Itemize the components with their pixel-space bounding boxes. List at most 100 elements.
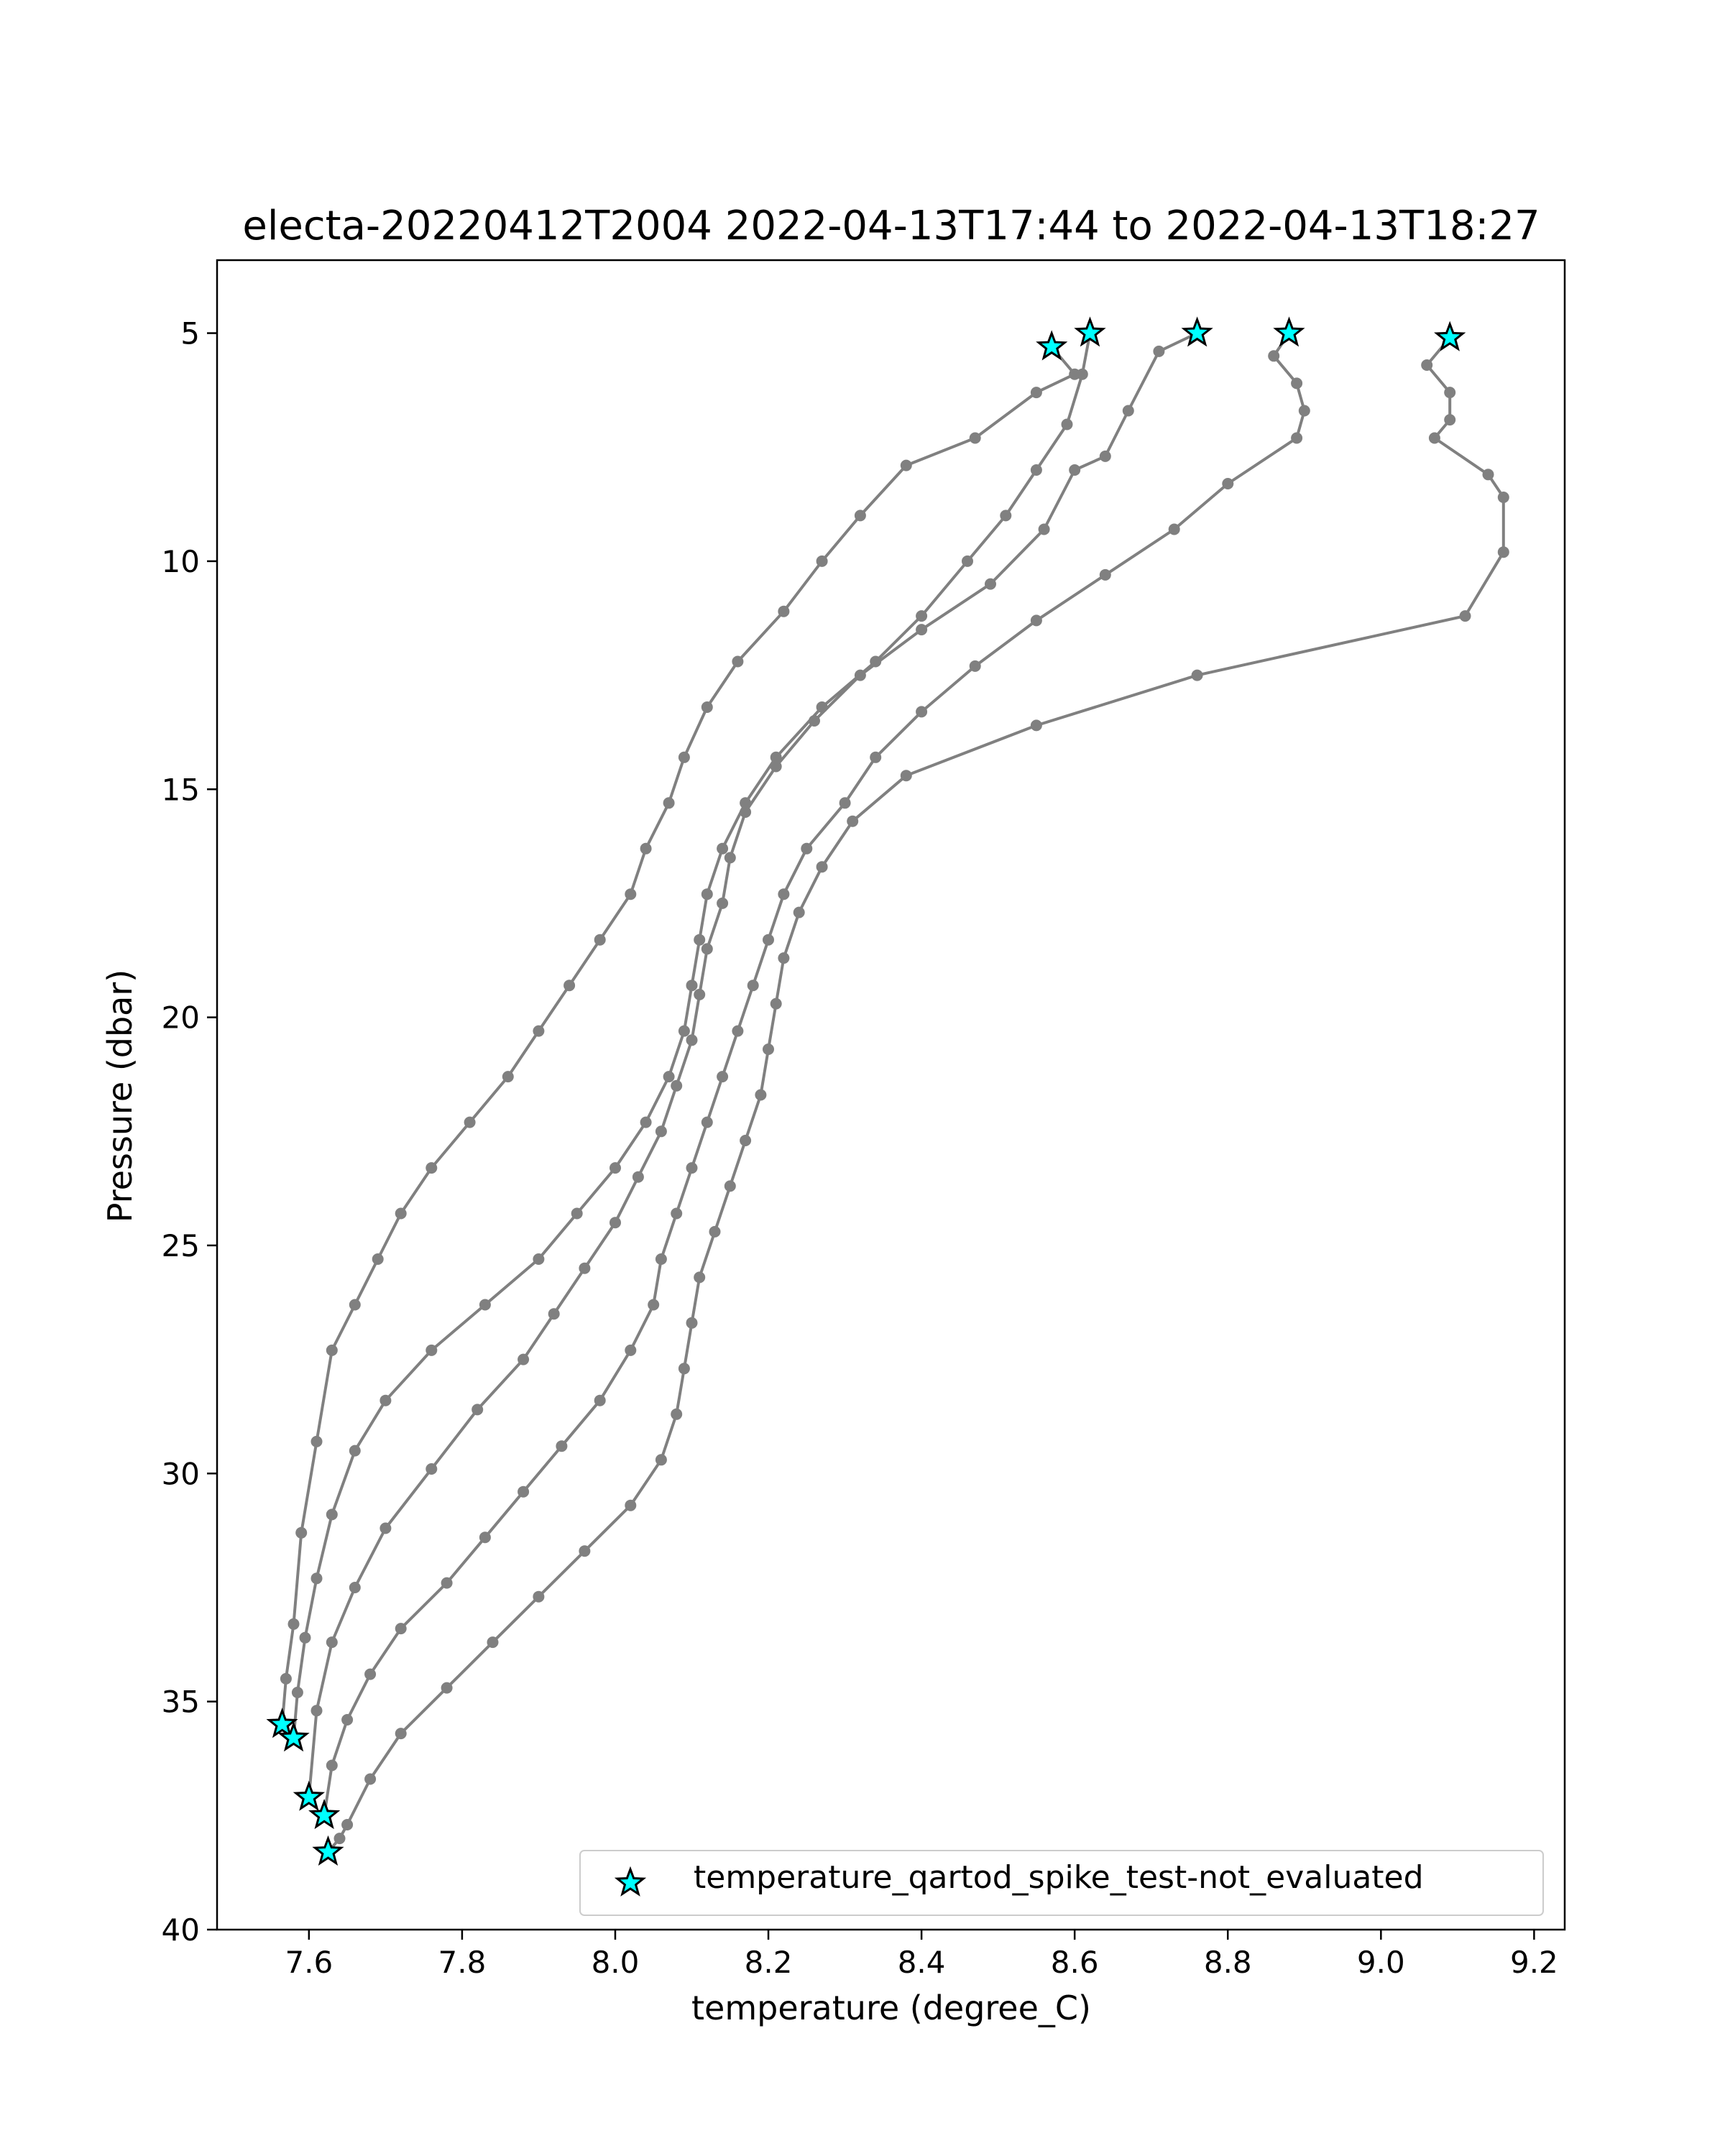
flagged-star-marker: [293, 1780, 325, 1811]
data-point: [625, 1344, 637, 1356]
data-point: [518, 1353, 530, 1365]
data-point: [1061, 418, 1073, 430]
data-point: [380, 1522, 392, 1534]
flagged-star-marker: [312, 1835, 344, 1866]
data-point: [1000, 510, 1012, 522]
legend-frame: [579, 1850, 1544, 1916]
data-point: [816, 861, 828, 873]
data-point: [686, 1317, 698, 1329]
data-point: [464, 1116, 476, 1128]
data-point: [1122, 405, 1134, 417]
data-point: [755, 1089, 767, 1101]
data-point: [1444, 414, 1456, 426]
data-point: [372, 1253, 384, 1265]
data-point: [655, 1253, 667, 1265]
data-point: [426, 1162, 438, 1174]
data-point: [1069, 464, 1081, 476]
data-point: [1099, 568, 1111, 581]
data-point: [747, 980, 759, 992]
data-point: [295, 1526, 308, 1539]
data-point: [610, 1217, 621, 1229]
data-point: [1291, 432, 1303, 444]
data-point: [732, 655, 744, 668]
data-point: [1459, 610, 1471, 622]
data-point: [441, 1577, 453, 1589]
data-point: [326, 1759, 338, 1772]
data-point: [502, 1071, 514, 1083]
data-point: [701, 1116, 713, 1128]
data-point: [686, 1162, 698, 1174]
data-point: [969, 432, 981, 444]
data-point: [571, 1207, 583, 1220]
data-point: [299, 1631, 311, 1644]
data-point: [854, 510, 866, 522]
data-point: [640, 1116, 652, 1128]
data-point: [724, 852, 736, 864]
y-axis-label: Pressure (dbar): [101, 969, 139, 1222]
data-point: [778, 888, 790, 900]
data-point: [341, 1819, 354, 1830]
flagged-star-marker: [266, 1708, 298, 1738]
data-point: [326, 1508, 338, 1521]
plot-area: [266, 316, 1509, 1866]
data-point: [349, 1299, 361, 1311]
y-tick-label: 20: [162, 1000, 200, 1036]
data-point: [1153, 345, 1165, 357]
data-point: [1497, 492, 1509, 503]
x-tick-label: 8.2: [745, 1945, 793, 1980]
data-point: [1076, 368, 1088, 380]
data-point: [579, 1545, 591, 1557]
y-tick-label: 5: [180, 316, 200, 351]
data-point: [364, 1668, 377, 1680]
flagged-star-marker: [308, 1799, 341, 1830]
legend-star-icon: [614, 1866, 647, 1897]
legend-label: temperature_qartod_spike_test-not_evalua…: [694, 1859, 1424, 1896]
data-point: [694, 988, 706, 1000]
data-point: [671, 1207, 683, 1220]
flagged-star-marker: [1036, 330, 1068, 361]
x-tick-label: 8.6: [1051, 1945, 1099, 1980]
data-point: [870, 751, 882, 763]
data-point: [969, 660, 981, 672]
x-axis-label: temperature (degree_C): [691, 1989, 1091, 2027]
data-point: [1298, 405, 1310, 417]
data-point: [847, 815, 859, 827]
flagged-star-marker: [1273, 316, 1305, 347]
data-point: [770, 751, 782, 763]
data-point: [288, 1618, 300, 1630]
data-point: [678, 751, 690, 763]
data-point: [441, 1682, 453, 1694]
data-point: [625, 888, 637, 900]
y-tick-label: 35: [162, 1685, 200, 1720]
data-point: [916, 610, 928, 622]
y-tick-label: 10: [162, 544, 200, 579]
data-point: [310, 1572, 323, 1585]
data-point: [310, 1435, 323, 1447]
data-point: [564, 980, 576, 992]
data-point: [701, 888, 713, 900]
series-line-5: [326, 336, 1505, 1853]
data-point: [395, 1728, 407, 1740]
data-point: [900, 770, 912, 782]
data-point: [678, 1363, 690, 1375]
data-point: [395, 1207, 407, 1220]
x-tick-label: 7.6: [285, 1945, 333, 1980]
data-point: [1222, 478, 1234, 489]
data-point: [1497, 546, 1509, 558]
y-tick-label: 25: [162, 1228, 200, 1263]
data-point: [962, 555, 973, 567]
data-point: [801, 842, 813, 854]
data-point: [518, 1485, 530, 1498]
y-tick-label: 15: [162, 772, 200, 807]
series-line-3: [307, 331, 1198, 1798]
x-tick-label: 9.0: [1357, 1945, 1405, 1980]
data-point: [472, 1404, 484, 1416]
data-point: [1030, 387, 1042, 399]
data-point: [701, 943, 713, 955]
data-point: [426, 1463, 438, 1475]
chart-title: electa-20220412T2004 2022-04-13T17:44 to…: [242, 203, 1540, 249]
data-point: [548, 1308, 560, 1320]
data-point: [724, 1180, 736, 1192]
series-line-4: [323, 332, 1306, 1816]
